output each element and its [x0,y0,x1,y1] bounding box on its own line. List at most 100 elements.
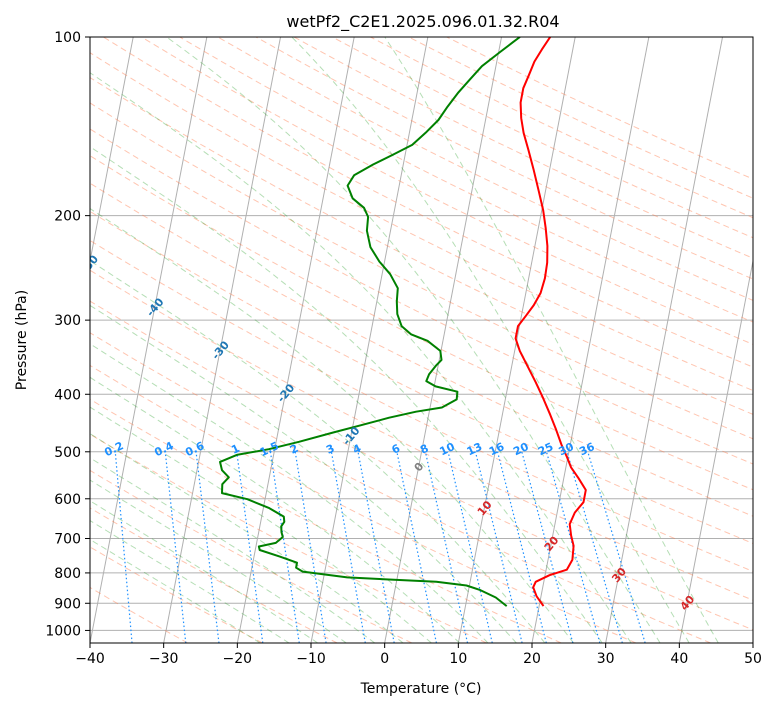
moist-adiabat-line [90,376,461,643]
dry-adiabat-line [332,37,753,239]
y-axis-label: Pressure (hPa) [14,290,30,390]
moist-adiabat-line [90,207,574,643]
y-tick-label: 600 [54,492,81,508]
moist-adiabat-line [90,406,432,643]
isotherm-label: -50 [78,252,101,276]
mixing-ratio-line [357,451,395,643]
mixing-ratio-label: 20 [511,440,531,458]
isotherm-label: -60 [13,209,36,233]
y-tick-label: 800 [54,566,81,582]
dry-adiabat-line [90,182,753,517]
moist-adiabat-line [90,538,261,643]
dry-adiabat-line [90,586,188,643]
mixing-ratio-line [566,451,623,643]
plot-area: 0.10.20.40.611.52346810131620253036-100-… [10,37,753,643]
moist-adiabat-line [90,479,347,643]
mixing-ratio-label: 10 [438,440,458,458]
dry-adiabat-line [90,398,562,643]
dry-adiabat-line [90,102,753,440]
y-tick-label: 1000 [45,623,81,639]
mixing-ratio-line [424,451,469,643]
mixing-ratio-line [396,451,438,643]
moist-adiabat-line [90,304,517,643]
dewpoint-profile-line [219,37,521,607]
dry-adiabat-line [90,300,753,631]
isotherm-line [236,37,355,643]
moist-adiabat-line [90,457,376,643]
isotherm-line [90,37,134,264]
y-tick-label: 500 [54,445,81,461]
x-tick-label: −40 [75,651,105,667]
mixing-ratio-label: 30 [557,440,577,458]
mixing-ratio-label: 1.5 [258,439,281,459]
dry-adiabat-line [217,37,753,301]
dry-adiabat-line [293,37,753,259]
mixing-ratio-line [497,451,547,643]
mixing-ratio-label: 0.6 [183,439,206,459]
mixing-ratio-label: 16 [487,440,507,458]
mixing-ratio-line [269,451,300,643]
dry-adiabat-line [446,37,753,180]
chart-title: wetPf2_C2E1.2025.096.01.32.R04 [286,12,559,32]
y-tick-label: 900 [54,596,81,612]
x-tick-label: −10 [296,651,326,667]
y-tick-label: 100 [54,30,81,46]
dry-adiabat-line [90,155,753,491]
dry-adiabat-line [90,239,753,572]
mixing-ratio-label: 36 [577,440,597,458]
mixing-ratio-line [545,451,601,643]
dry-adiabat-line [90,364,637,643]
moist-adiabat-line [90,260,546,643]
x-tick-label: 50 [744,651,762,667]
isotherm-label: -20 [275,381,298,405]
mixing-ratio-label: 0.4 [152,439,175,459]
isotherm-label-bg [10,213,38,227]
isotherm-line [384,37,503,643]
x-tick-label: 20 [523,651,541,667]
mixing-ratio-label: 3 [324,442,336,457]
moist-adiabat-line [90,146,603,643]
mixing-ratio-line [195,451,220,643]
temperature-profile-line [514,37,587,607]
mixing-ratio-line [587,451,646,643]
dry-adiabat-line [90,469,413,643]
dry-adiabat-line [90,128,753,465]
mixing-ratio-line [330,451,366,643]
moist-adiabat-line [90,500,319,643]
moist-adiabat-line [291,37,690,643]
dry-adiabat-line [90,210,753,545]
plot-frame [89,36,754,644]
x-axis-label: Temperature (°C) [360,681,482,697]
mixing-ratio-line [294,451,327,643]
mixing-ratio-label: 0.2 [102,439,125,459]
x-tick-label: 30 [597,651,615,667]
dry-adiabat-line [179,37,753,323]
mixing-ratio-line [447,451,493,643]
mixing-ratio-line [236,451,264,643]
moist-adiabat-line [90,433,404,643]
mixing-ratio-label: 8 [418,442,430,457]
y-tick-label: 400 [54,387,81,403]
y-tick-label: 300 [54,313,81,329]
dry-adiabat-line [90,269,753,601]
isotherm-line [752,640,753,643]
y-tick-label: 700 [54,532,81,548]
dry-adiabat-line [90,433,487,643]
dry-adiabat-line [103,37,753,368]
dry-adiabat-line [90,507,338,643]
isotherm-line [163,37,282,643]
x-tick-label: 10 [449,651,467,667]
isotherm-line [678,258,753,643]
x-tick-label: −30 [149,651,179,667]
isotherm-label: -10 [340,424,363,448]
x-tick-label: 40 [670,651,688,667]
dry-adiabat-line [141,37,753,345]
isotherm-label: -40 [144,295,167,319]
mixing-ratio-line [521,451,574,643]
isotherm-line [310,37,429,643]
mixing-ratio-line [474,451,523,643]
isotherm-line [531,37,650,643]
dry-adiabat-line [90,332,711,643]
moist-adiabat-line [90,343,489,643]
